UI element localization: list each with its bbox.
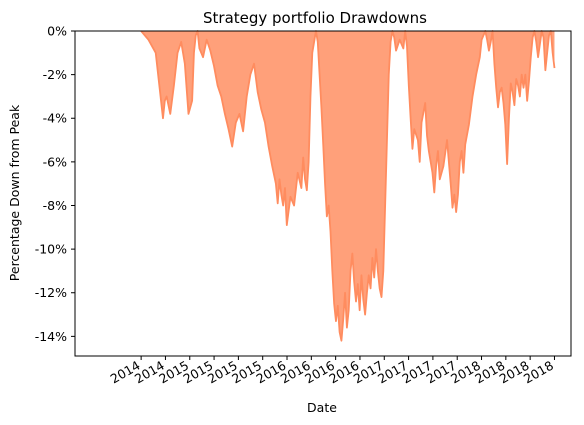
y-tick-label: -10% — [35, 242, 67, 257]
y-tick-label: -14% — [35, 329, 67, 344]
chart-title: Strategy portfolio Drawdowns — [203, 9, 427, 27]
x-axis: 2014201420152015201520152016201620162016… — [108, 356, 556, 387]
y-tick-label: -8% — [43, 198, 67, 213]
y-axis-title: Percentage Down from Peak — [7, 104, 22, 281]
y-tick-label: -6% — [43, 154, 67, 169]
y-tick-label: -12% — [35, 285, 67, 300]
y-tick-label: -4% — [43, 111, 67, 126]
plot-area — [75, 31, 571, 356]
y-tick-label: -2% — [43, 67, 67, 82]
x-axis-title: Date — [307, 400, 337, 415]
y-tick-label: 0% — [47, 24, 67, 39]
drawdown-area — [141, 31, 554, 341]
y-axis: 0% -2% -4% -6% -8% -10% -12% -14% — [35, 24, 75, 344]
